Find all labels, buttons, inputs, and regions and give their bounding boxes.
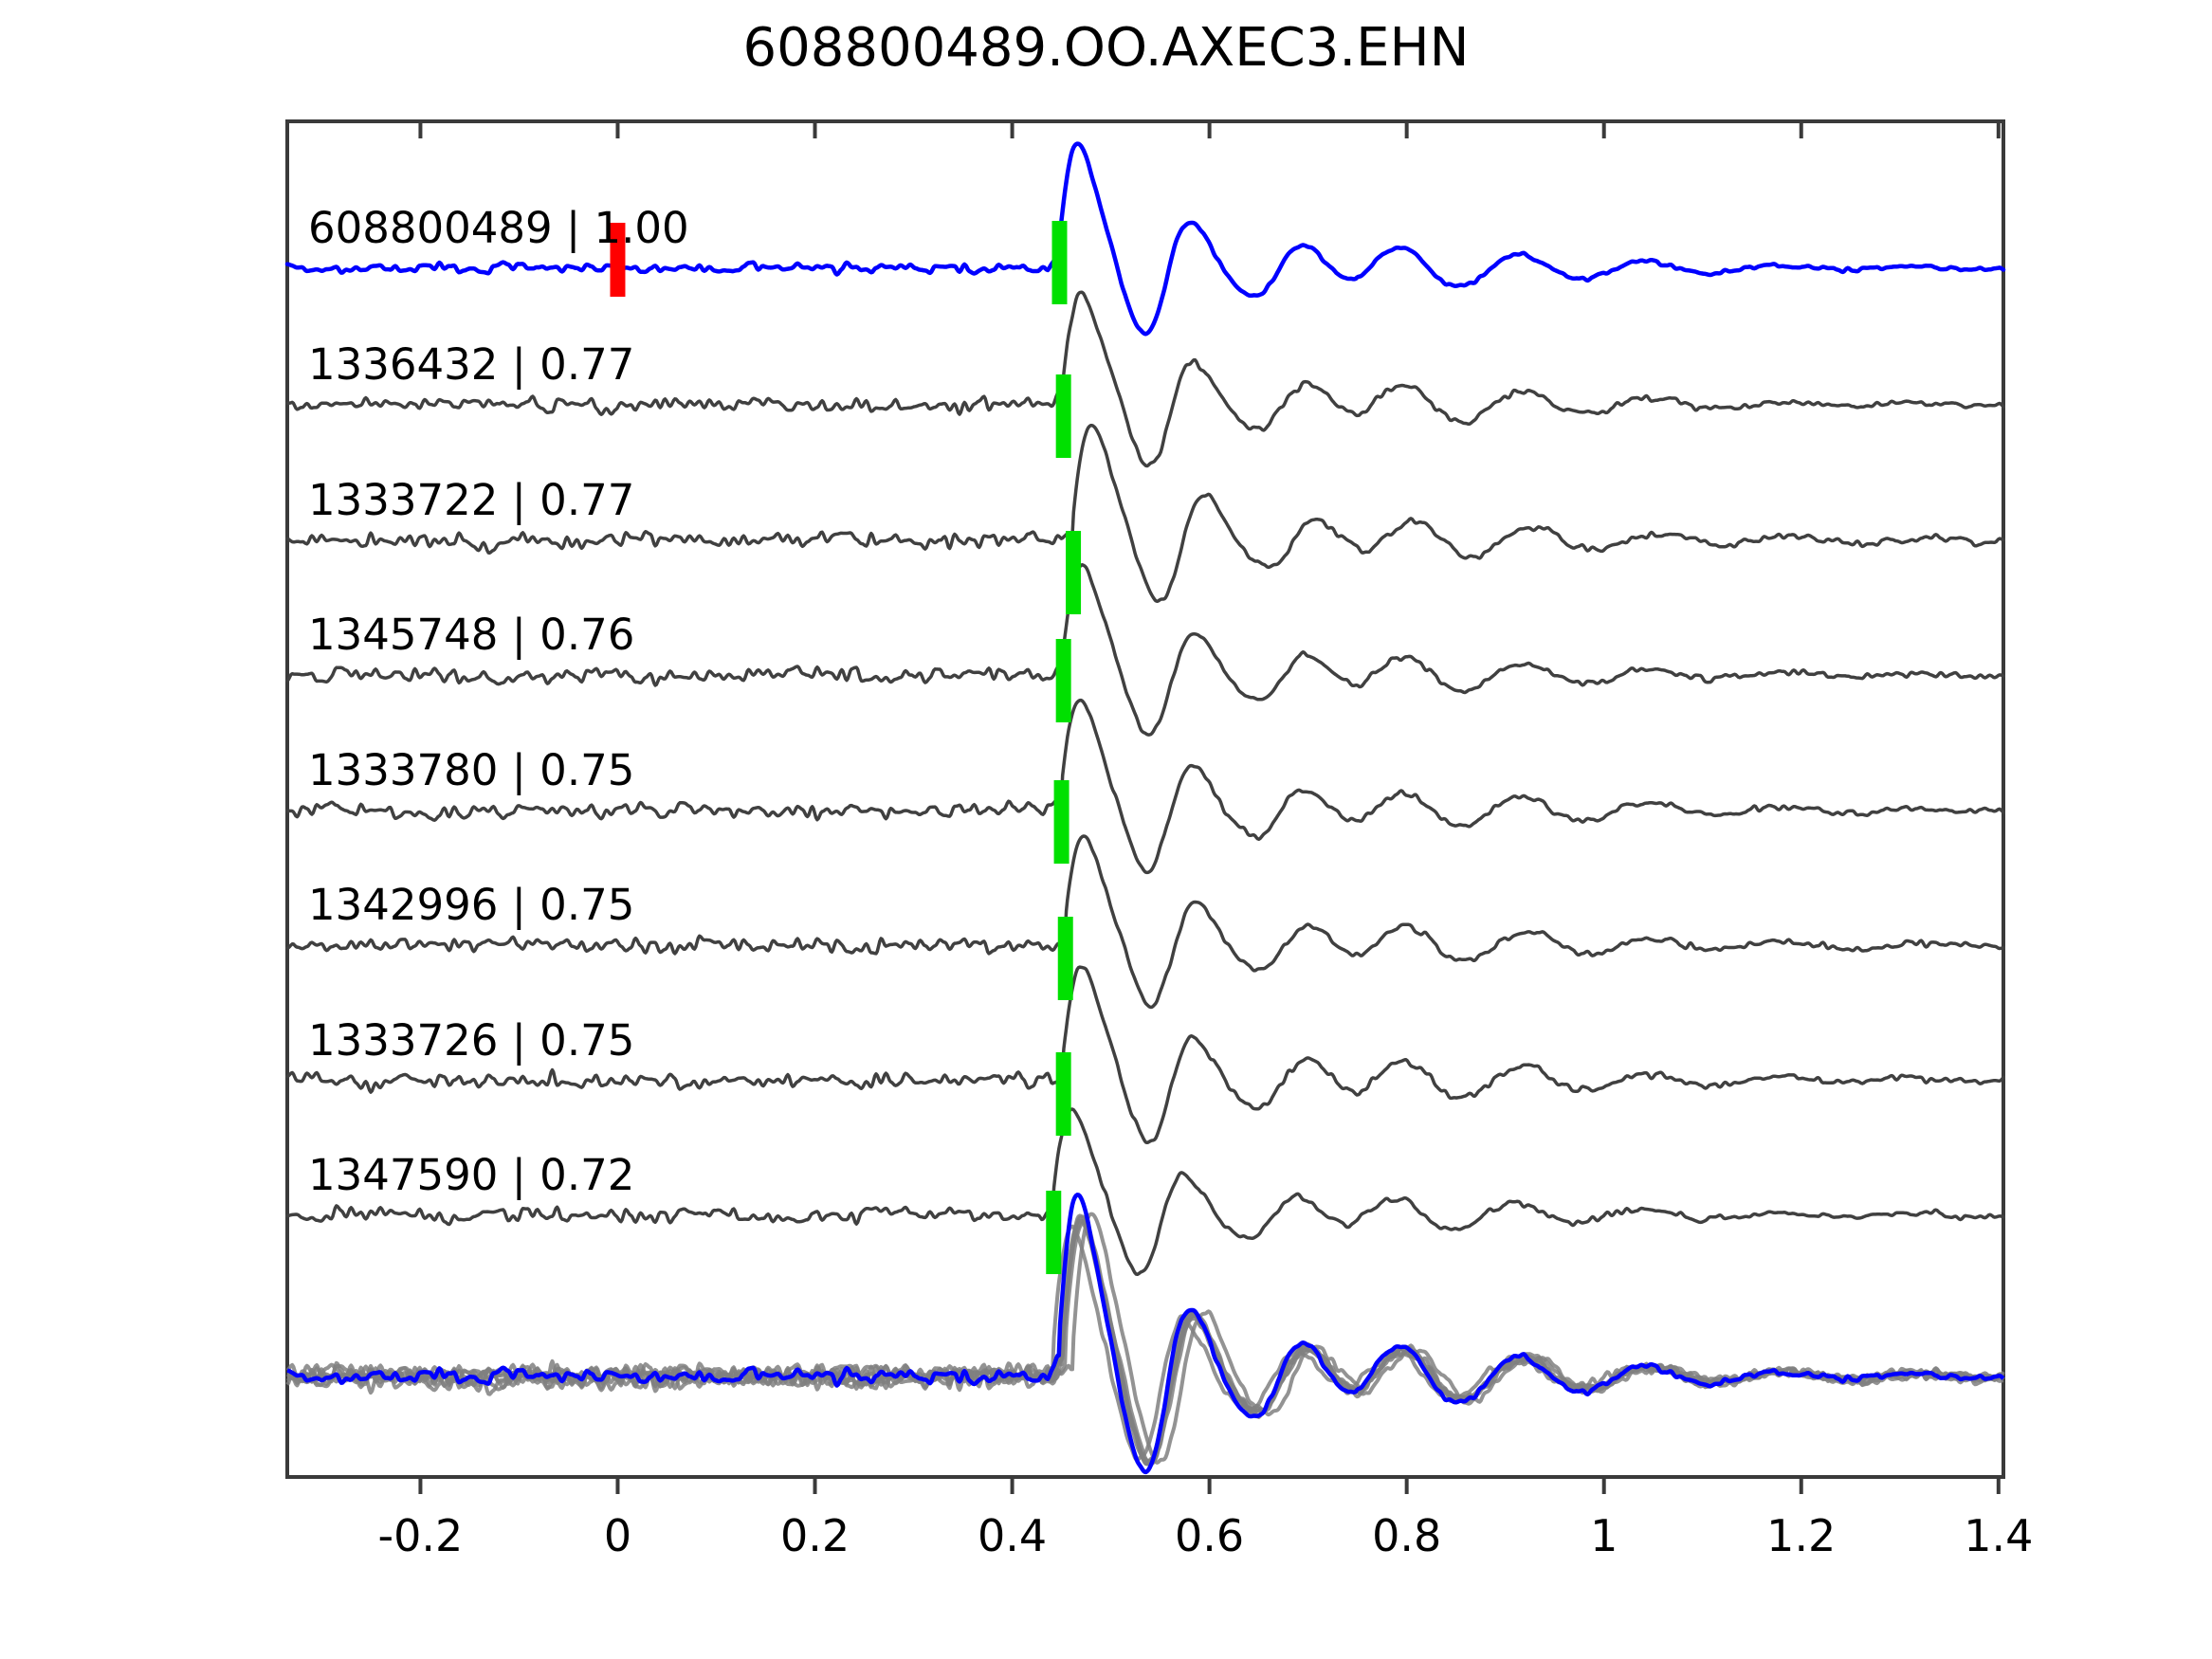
stack-member-trace <box>286 1224 2004 1462</box>
waveform-trace <box>285 563 2005 737</box>
waveform-trace <box>285 1107 2005 1277</box>
x-tick-label: 1.2 <box>1766 1510 1836 1561</box>
phase-pick-marker <box>1055 1052 1071 1136</box>
stack-member-trace <box>286 1212 2005 1465</box>
trace-label: 1333780 | 0.75 <box>308 745 634 795</box>
phase-pick-marker <box>1046 1191 1062 1274</box>
phase-pick-marker <box>1055 374 1071 458</box>
phase-pick-marker <box>1053 780 1069 864</box>
waveform-trace <box>285 698 2005 875</box>
x-tick-label: 0 <box>604 1510 631 1561</box>
trace-labels: 608800489 | 1.00 1336432 | 0.77 1333722 | … <box>308 203 689 1200</box>
x-tick-label: 0.8 <box>1372 1510 1441 1561</box>
trace-label: 608800489 | 1.00 <box>308 203 689 253</box>
x-tick-label: -0.2 <box>378 1510 464 1561</box>
x-tick-label: 0.2 <box>780 1510 850 1561</box>
trace-label: 1333722 | 0.77 <box>308 475 634 525</box>
phase-pick-marker <box>1057 917 1073 1000</box>
waveform-trace <box>285 424 2005 604</box>
waveform-trace <box>285 965 2005 1145</box>
x-axis-ticks <box>418 121 2001 1494</box>
stack-template-trace <box>286 1193 2005 1475</box>
trace-label: 1336432 | 0.77 <box>308 339 634 390</box>
x-tick-label: 1 <box>1590 1510 1618 1561</box>
x-tick-label: 0.6 <box>1175 1510 1244 1561</box>
phase-pick-marker <box>1055 639 1071 722</box>
waveform-trace <box>284 141 2006 337</box>
x-tick-label: 0.4 <box>978 1510 1047 1561</box>
plot-frame <box>285 119 2005 1479</box>
trace-label: 1347590 | 0.72 <box>308 1150 634 1200</box>
origin-time-marker <box>610 223 626 297</box>
pick-markers <box>610 221 1082 1274</box>
figure-title: 608800489.OO.AXEC3.EHN <box>742 17 1470 79</box>
waveform-trace <box>285 834 2005 1010</box>
waveform-traces <box>284 141 2006 1475</box>
phase-pick-marker <box>1051 221 1068 304</box>
x-axis-tick-labels: -0.2 0 0.2 0.4 0.6 0.8 1 1.2 1.4 <box>378 1510 2034 1561</box>
waveform-trace <box>285 290 2005 468</box>
stack-member-trace <box>285 1218 2004 1464</box>
trace-label: 1342996 | 0.75 <box>308 880 634 930</box>
trace-label: 1345748 | 0.76 <box>308 610 634 660</box>
phase-pick-marker <box>1066 531 1082 614</box>
trace-label: 1333726 | 0.75 <box>308 1015 634 1066</box>
x-tick-label: 1.4 <box>1964 1510 2033 1561</box>
